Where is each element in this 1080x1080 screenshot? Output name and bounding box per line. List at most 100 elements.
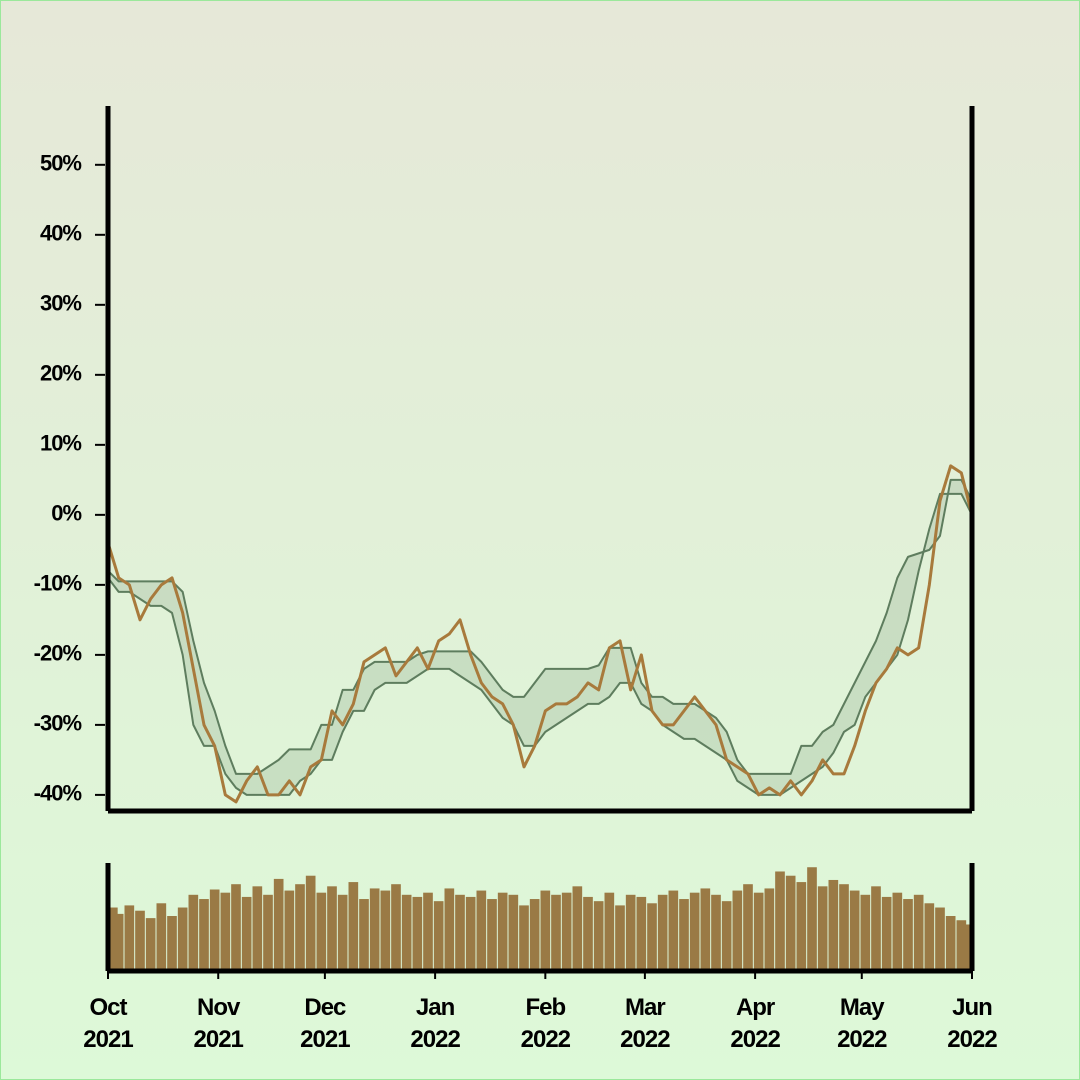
volume-bar bbox=[444, 888, 455, 969]
volume-bar bbox=[881, 896, 892, 969]
volume-bar bbox=[871, 886, 881, 969]
volume-bar bbox=[593, 901, 604, 969]
volume-bar bbox=[625, 894, 636, 969]
volume-bar bbox=[551, 894, 561, 969]
x-tick-label: Feb 2022 bbox=[520, 994, 571, 1053]
volume-bar bbox=[817, 886, 828, 969]
volume-bar bbox=[647, 903, 657, 969]
volume-bar bbox=[487, 899, 497, 969]
volume-bar bbox=[689, 892, 700, 969]
volume-bar bbox=[796, 882, 807, 969]
volume-bar bbox=[753, 892, 764, 969]
volume-bar bbox=[839, 884, 849, 969]
y-tick-label: 50% bbox=[40, 151, 81, 176]
volume-bar bbox=[807, 867, 817, 969]
x-tick-label: Dec 2021 bbox=[300, 994, 350, 1053]
volume-bar bbox=[668, 890, 679, 969]
volume-bar bbox=[743, 884, 753, 969]
volume-bar bbox=[380, 890, 391, 969]
volume-bar bbox=[263, 894, 273, 969]
volume-bar bbox=[337, 894, 348, 969]
volume-bar bbox=[465, 896, 476, 969]
x-tick-label: Nov 2021 bbox=[193, 994, 244, 1053]
volume-bar bbox=[785, 875, 796, 969]
volume-bar bbox=[433, 901, 444, 969]
volume-bar bbox=[295, 884, 305, 969]
volume-bar bbox=[945, 916, 956, 969]
y-tick-label: 0% bbox=[51, 501, 81, 526]
volume-bar bbox=[615, 905, 625, 969]
volume-bar bbox=[924, 903, 935, 969]
volume-bar bbox=[369, 888, 380, 969]
volume-bar bbox=[113, 913, 124, 969]
y-tick-label: -40% bbox=[34, 781, 82, 806]
volume-bar bbox=[529, 899, 540, 969]
band-fill bbox=[108, 479, 972, 795]
y-tick-label: 20% bbox=[40, 361, 81, 386]
volume-bar bbox=[903, 899, 913, 969]
volume-bar bbox=[145, 918, 156, 969]
volume-bar bbox=[124, 905, 135, 969]
volume-bar bbox=[177, 907, 188, 969]
y-tick-label: 10% bbox=[40, 431, 81, 456]
volume-bar bbox=[188, 894, 199, 969]
x-tick-label: Jun 2022 bbox=[947, 994, 997, 1053]
volume-bar bbox=[220, 892, 231, 969]
volume-bar bbox=[561, 892, 572, 969]
volume-bar bbox=[508, 894, 519, 969]
volume-bar bbox=[892, 892, 903, 969]
volume-bar bbox=[209, 889, 220, 969]
volume-bar bbox=[231, 884, 241, 969]
y-tick-label: -20% bbox=[34, 641, 82, 666]
volume-bar bbox=[476, 890, 487, 969]
x-tick-label: Oct 2021 bbox=[83, 994, 133, 1053]
volume-bar bbox=[956, 920, 967, 969]
volume-bar bbox=[497, 892, 508, 969]
volume-bar bbox=[775, 871, 785, 969]
volume-bar bbox=[156, 903, 167, 969]
volume-bar bbox=[327, 886, 337, 969]
volume-bar bbox=[572, 886, 583, 969]
volume-bar bbox=[828, 879, 839, 969]
y-tick-label: -30% bbox=[34, 711, 82, 736]
x-tick-label: Apr 2022 bbox=[730, 994, 780, 1053]
volume-bar bbox=[721, 901, 732, 969]
x-tick-label: Mar 2022 bbox=[620, 994, 670, 1053]
volume-bar bbox=[135, 910, 145, 969]
volume-bar bbox=[540, 890, 551, 969]
volume-bar bbox=[305, 875, 316, 969]
volume-bar bbox=[935, 907, 945, 969]
volume-bar bbox=[252, 886, 263, 969]
volume-bar bbox=[636, 896, 647, 969]
volume-bar bbox=[700, 888, 711, 969]
volume-bar bbox=[241, 896, 252, 969]
volume-bar bbox=[167, 916, 177, 969]
volume-bar bbox=[455, 894, 465, 969]
volume-bar bbox=[711, 894, 721, 969]
volume-bar bbox=[199, 899, 209, 969]
volume-bar bbox=[732, 890, 743, 969]
price-line bbox=[108, 464, 972, 804]
volume-bar bbox=[359, 899, 369, 969]
volume-bar bbox=[316, 892, 327, 969]
volume-bar bbox=[284, 890, 295, 969]
volume-bar bbox=[583, 896, 593, 969]
volume-bar bbox=[913, 894, 924, 969]
volume-bar bbox=[860, 894, 871, 969]
band-line bbox=[108, 492, 972, 796]
volume-bar bbox=[401, 894, 412, 969]
y-tick-label: -10% bbox=[34, 571, 82, 596]
volume-bar bbox=[423, 892, 433, 969]
volume-bar bbox=[679, 899, 689, 969]
volume-bar bbox=[519, 905, 529, 969]
y-tick-label: 40% bbox=[40, 221, 81, 246]
y-tick-label: 30% bbox=[40, 291, 81, 316]
volume-bar bbox=[108, 907, 118, 969]
volume-bar bbox=[657, 894, 668, 969]
volume-bar bbox=[604, 892, 615, 969]
volume-bar bbox=[412, 896, 423, 969]
x-tick-label: May 2022 bbox=[837, 994, 887, 1053]
x-tick-label: Jan 2022 bbox=[410, 994, 460, 1053]
